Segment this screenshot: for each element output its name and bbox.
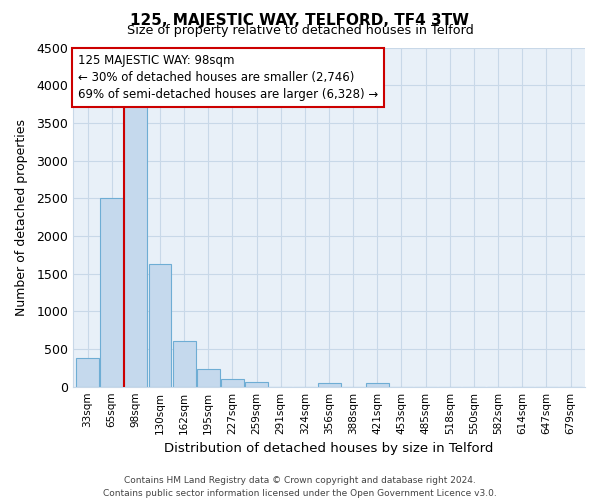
- Bar: [173, 342, 196, 386]
- Bar: [124, 106, 148, 386]
- Bar: [76, 358, 99, 386]
- Text: Contains HM Land Registry data © Crown copyright and database right 2024.
Contai: Contains HM Land Registry data © Crown c…: [103, 476, 497, 498]
- Bar: [245, 382, 268, 386]
- Bar: [221, 379, 244, 386]
- Bar: [149, 264, 172, 386]
- Y-axis label: Number of detached properties: Number of detached properties: [15, 118, 28, 316]
- Text: 125, MAJESTIC WAY, TELFORD, TF4 3TW: 125, MAJESTIC WAY, TELFORD, TF4 3TW: [131, 12, 470, 28]
- X-axis label: Distribution of detached houses by size in Telford: Distribution of detached houses by size …: [164, 442, 494, 455]
- Text: Size of property relative to detached houses in Telford: Size of property relative to detached ho…: [127, 24, 473, 37]
- Bar: [317, 383, 341, 386]
- Text: 125 MAJESTIC WAY: 98sqm
← 30% of detached houses are smaller (2,746)
69% of semi: 125 MAJESTIC WAY: 98sqm ← 30% of detache…: [78, 54, 379, 102]
- Bar: [366, 383, 389, 386]
- Bar: [100, 198, 123, 386]
- Bar: [197, 368, 220, 386]
